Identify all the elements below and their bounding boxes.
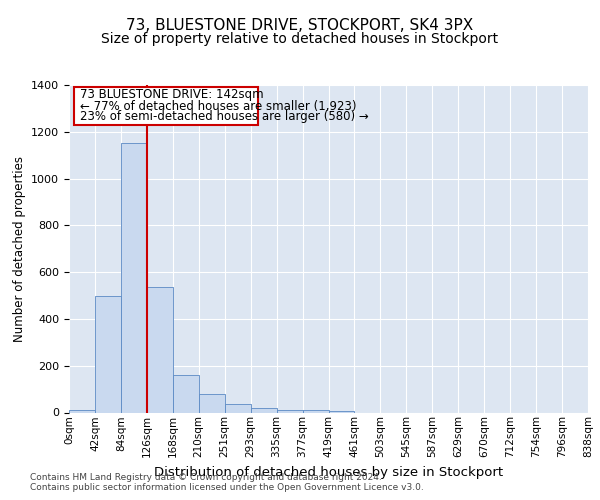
Bar	[173, 375, 199, 412]
Bar	[121, 144, 147, 412]
Bar	[225, 404, 251, 412]
Text: 23% of semi-detached houses are larger (580) →: 23% of semi-detached houses are larger (…	[80, 110, 369, 123]
Bar	[251, 408, 277, 412]
Text: 73 BLUESTONE DRIVE: 142sqm: 73 BLUESTONE DRIVE: 142sqm	[80, 88, 264, 102]
Y-axis label: Number of detached properties: Number of detached properties	[13, 156, 26, 342]
Bar	[199, 394, 224, 412]
FancyBboxPatch shape	[74, 88, 259, 125]
Text: Size of property relative to detached houses in Stockport: Size of property relative to detached ho…	[101, 32, 499, 46]
Bar	[277, 410, 302, 412]
Bar	[95, 296, 121, 412]
Bar	[302, 410, 329, 412]
Text: ← 77% of detached houses are smaller (1,923): ← 77% of detached houses are smaller (1,…	[80, 100, 356, 113]
Text: 73, BLUESTONE DRIVE, STOCKPORT, SK4 3PX: 73, BLUESTONE DRIVE, STOCKPORT, SK4 3PX	[127, 18, 473, 32]
Text: Contains HM Land Registry data © Crown copyright and database right 2024.
Contai: Contains HM Land Registry data © Crown c…	[30, 472, 424, 492]
X-axis label: Distribution of detached houses by size in Stockport: Distribution of detached houses by size …	[154, 466, 503, 478]
Bar	[69, 410, 95, 412]
Bar	[147, 288, 173, 412]
